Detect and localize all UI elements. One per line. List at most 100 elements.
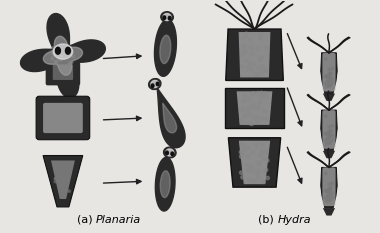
Ellipse shape [249,168,253,172]
Ellipse shape [328,72,331,75]
Polygon shape [160,35,171,64]
Ellipse shape [72,117,74,119]
Ellipse shape [252,180,256,183]
Ellipse shape [327,199,330,201]
Ellipse shape [241,36,244,40]
Ellipse shape [266,159,269,162]
Ellipse shape [66,51,69,54]
Ellipse shape [50,51,53,54]
Ellipse shape [62,185,65,187]
Ellipse shape [244,59,248,62]
Ellipse shape [324,82,327,84]
Ellipse shape [52,121,54,123]
Ellipse shape [248,62,251,65]
Ellipse shape [244,121,248,124]
Ellipse shape [252,116,255,120]
Ellipse shape [60,123,62,125]
Ellipse shape [242,52,245,56]
Ellipse shape [58,184,61,187]
Ellipse shape [265,46,269,49]
Polygon shape [225,88,284,128]
Ellipse shape [149,79,161,89]
Ellipse shape [60,55,63,58]
Ellipse shape [261,65,264,68]
Ellipse shape [327,76,330,78]
Ellipse shape [249,45,252,49]
Ellipse shape [328,183,330,185]
Ellipse shape [59,113,62,116]
Ellipse shape [330,140,332,143]
Ellipse shape [243,148,247,151]
Ellipse shape [59,179,61,182]
Ellipse shape [239,150,243,154]
Ellipse shape [243,35,246,38]
Ellipse shape [260,96,263,99]
Ellipse shape [241,52,244,56]
Ellipse shape [266,176,269,180]
Ellipse shape [151,84,154,88]
Ellipse shape [261,180,265,184]
Ellipse shape [244,114,247,117]
Ellipse shape [249,121,252,125]
Ellipse shape [54,49,56,52]
Ellipse shape [63,126,65,129]
FancyBboxPatch shape [322,110,336,149]
Ellipse shape [168,16,171,20]
Ellipse shape [246,66,250,69]
Ellipse shape [54,61,57,63]
Ellipse shape [240,120,244,123]
Ellipse shape [53,123,55,125]
Ellipse shape [260,71,264,74]
Ellipse shape [256,73,260,76]
Ellipse shape [53,119,56,122]
Ellipse shape [256,172,259,176]
Ellipse shape [327,141,330,144]
Polygon shape [321,110,337,151]
Ellipse shape [325,190,328,193]
Polygon shape [155,157,175,211]
Ellipse shape [244,50,248,54]
Ellipse shape [259,36,262,39]
Ellipse shape [71,55,74,58]
Ellipse shape [250,47,254,50]
Polygon shape [160,171,170,198]
Ellipse shape [64,172,66,175]
Polygon shape [21,14,105,98]
Ellipse shape [330,129,332,132]
Ellipse shape [62,108,64,110]
Ellipse shape [250,165,253,168]
Ellipse shape [243,94,247,98]
Ellipse shape [65,47,70,54]
Ellipse shape [260,143,264,146]
Ellipse shape [55,177,57,179]
Ellipse shape [324,75,327,77]
Ellipse shape [256,121,260,124]
Ellipse shape [60,57,63,60]
Ellipse shape [328,73,330,76]
Ellipse shape [325,115,327,117]
Ellipse shape [327,84,330,86]
Polygon shape [321,167,337,208]
Ellipse shape [328,126,330,128]
Ellipse shape [54,180,57,183]
Ellipse shape [328,85,331,87]
Ellipse shape [330,198,332,200]
Ellipse shape [328,142,331,145]
Ellipse shape [171,152,174,156]
Ellipse shape [239,171,243,175]
Ellipse shape [54,48,57,51]
Ellipse shape [250,105,254,108]
Ellipse shape [56,170,58,173]
FancyBboxPatch shape [53,65,73,80]
Ellipse shape [260,91,263,95]
Ellipse shape [59,55,62,58]
Ellipse shape [263,110,267,113]
Ellipse shape [242,44,245,47]
Ellipse shape [252,151,255,154]
Ellipse shape [57,58,60,60]
Ellipse shape [265,95,268,98]
Ellipse shape [331,77,333,79]
Ellipse shape [52,53,55,56]
Ellipse shape [258,101,261,104]
Ellipse shape [243,144,247,147]
